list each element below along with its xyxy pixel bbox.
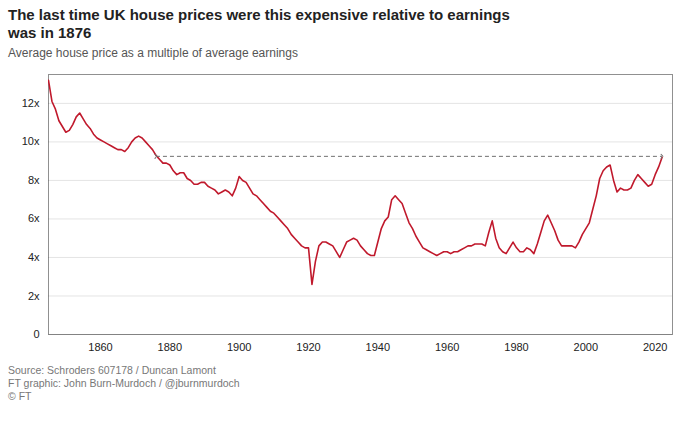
svg-text:8x: 8x xyxy=(28,174,40,186)
svg-text:1940: 1940 xyxy=(366,341,390,353)
svg-text:1980: 1980 xyxy=(504,341,528,353)
svg-text:12x: 12x xyxy=(22,97,40,109)
html-text:Average house price as a multi: Average house price as a multiple of ave… xyxy=(8,46,298,60)
svg-text:1860: 1860 xyxy=(88,341,112,353)
html-text:The last time UK house prices: The last time UK house prices were this … xyxy=(8,6,510,41)
svg-text:0: 0 xyxy=(33,328,39,340)
svg-text:1900: 1900 xyxy=(227,341,251,353)
svg-text:6x: 6x xyxy=(28,212,40,224)
svg-text:2000: 2000 xyxy=(574,341,598,353)
svg-text:4x: 4x xyxy=(28,251,40,263)
svg-text:2x: 2x xyxy=(28,290,40,302)
svg-text:1880: 1880 xyxy=(158,341,182,353)
svg-text:2020: 2020 xyxy=(643,341,667,353)
svg-text:10x: 10x xyxy=(22,135,40,147)
svg-text:1960: 1960 xyxy=(435,341,459,353)
svg-text:1920: 1920 xyxy=(296,341,320,353)
html-text:Source: Schroders 607178 / Dun: Source: Schroders 607178 / Duncan Lamont… xyxy=(8,364,240,403)
